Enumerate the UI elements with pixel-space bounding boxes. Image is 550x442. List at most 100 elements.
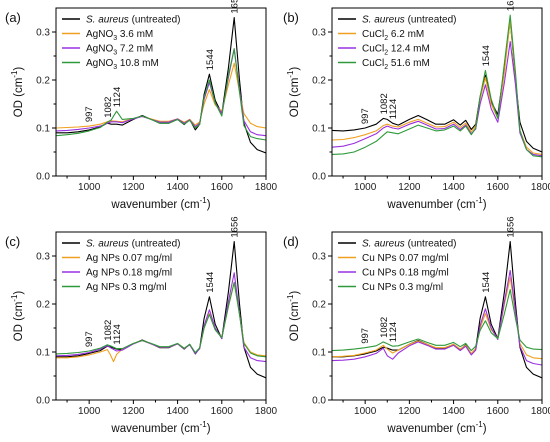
- plot-frame: [331, 231, 543, 401]
- x-axis-label: wavenumber (cm-1): [386, 420, 486, 435]
- legend-label: Cu NPs 0.3 mg/ml: [362, 282, 443, 293]
- peak-label: 997: [360, 108, 371, 124]
- x-tick-label: 1000: [354, 406, 377, 417]
- y-tick-label: 0.2: [312, 300, 326, 311]
- y-tick-label: 0.0: [312, 172, 326, 183]
- series-line-2: [332, 269, 542, 366]
- peak-label: 1124: [112, 87, 123, 107]
- legend-label: AgNO3 7.2 mM: [86, 44, 153, 57]
- x-axis-label: wavenumber (cm-1): [110, 196, 210, 211]
- legend: S. aureus (untreated) Cu NPs 0.07 mg/ml Cu…: [338, 239, 457, 293]
- y-axis-label: OD (cm-1): [286, 67, 301, 118]
- panel-label: (a): [5, 10, 21, 25]
- y-tick-label: 0.2: [312, 76, 326, 87]
- peak-label: 1082: [103, 97, 114, 118]
- x-tick-label: 1600: [487, 182, 510, 193]
- peak-label: 1656: [230, 0, 241, 14]
- legend-label: AgNO3 10.8 mM: [86, 58, 159, 71]
- x-tick-label: 1000: [354, 182, 377, 193]
- y-tick-label: 0.2: [36, 76, 50, 87]
- peak-label: 1544: [205, 49, 216, 70]
- x-tick-label: 1000: [78, 406, 101, 417]
- legend: S. aureus (untreated) Ag NPs 0.07 mg/ml Ag…: [62, 239, 181, 293]
- y-axis-label: OD (cm-1): [286, 291, 301, 342]
- panel-b: 1000 1200 1400 1600 1800 0.0 0.1 0.2 0.3 wavenumb…: [283, 0, 550, 211]
- series-line-3: [56, 48, 266, 141]
- panel-c: 1000 1200 1400 1600 1800 0.0 0.1 0.2 0.3 wavenumb…: [5, 216, 278, 435]
- peak-label: 1656: [506, 216, 517, 237]
- plot-frame: [55, 7, 267, 177]
- x-tick-label: 1200: [122, 182, 145, 193]
- x-tick-label: 1800: [531, 406, 550, 417]
- y-tick-label: 0.3: [312, 28, 326, 39]
- x-tick-label: 1800: [255, 406, 278, 417]
- y-tick-label: 0.1: [312, 124, 326, 135]
- y-tick-label: 0.3: [36, 28, 50, 39]
- y-tick-label: 0.0: [312, 396, 326, 407]
- peak-label: 1124: [388, 99, 399, 119]
- panel-a: 1000 1200 1400 1600 1800 0.0 0.1 0.2 0.3 wavenumb…: [5, 0, 278, 211]
- x-tick-label: 1600: [487, 406, 510, 417]
- series-line-1: [56, 281, 266, 363]
- peak-label: 1544: [481, 272, 492, 293]
- y-tick-label: 0.1: [36, 124, 50, 135]
- x-tick-label: 1200: [398, 182, 421, 193]
- x-tick-label: 1200: [122, 406, 145, 417]
- peak-label: 1082: [379, 93, 390, 114]
- y-tick-label: 0.0: [36, 172, 50, 183]
- legend-label: Cu NPs 0.18 mg/ml: [362, 268, 449, 279]
- legend-label: CuCl2 51.6 mM: [362, 58, 430, 71]
- legend-label: S. aureus (untreated): [86, 239, 181, 250]
- x-tick-label: 1200: [398, 406, 421, 417]
- legend: S. aureus (untreated) AgNO3 3.6 mM AgNO3 7…: [62, 15, 181, 71]
- legend-label: S. aureus (untreated): [86, 15, 181, 26]
- peak-label: 997: [84, 331, 95, 347]
- x-axis-label: wavenumber (cm-1): [110, 420, 210, 435]
- series-line-1: [332, 19, 542, 155]
- y-tick-label: 0.1: [36, 348, 50, 359]
- plot-frame: [55, 231, 267, 401]
- legend-label: S. aureus (untreated): [362, 239, 457, 250]
- x-tick-label: 1400: [166, 182, 189, 193]
- panel-label: (c): [5, 234, 20, 249]
- x-axis-label: wavenumber (cm-1): [386, 196, 486, 211]
- legend-label: Cu NPs 0.07 mg/ml: [362, 253, 449, 264]
- x-tick-label: 1600: [211, 182, 234, 193]
- legend-label: Ag NPs 0.18 mg/ml: [86, 268, 172, 279]
- legend-label: S. aureus (untreated): [362, 15, 457, 26]
- peak-label: 1656: [230, 216, 241, 237]
- peak-label: 997: [84, 106, 95, 122]
- series-line-3: [56, 281, 266, 358]
- x-tick-label: 1400: [442, 182, 465, 193]
- series-line-3: [332, 289, 542, 352]
- x-tick-label: 1400: [166, 406, 189, 417]
- panel-d: 1000 1200 1400 1600 1800 0.0 0.1 0.2 0.3 wavenumb…: [283, 216, 550, 435]
- series-line-2: [332, 41, 542, 157]
- peak-label: 1544: [481, 45, 492, 66]
- series-line-3: [332, 14, 542, 158]
- y-tick-label: 0.3: [312, 252, 326, 263]
- x-tick-label: 1800: [255, 182, 278, 193]
- peak-label: 1082: [379, 317, 390, 338]
- peak-label: 997: [360, 328, 371, 344]
- x-tick-label: 1600: [211, 406, 234, 417]
- legend-label: Ag NPs 0.3 mg/ml: [86, 282, 167, 293]
- legend-label: CuCl2 12.4 mM: [362, 44, 430, 57]
- panel-label: (b): [283, 10, 299, 25]
- legend-label: Ag NPs 0.07 mg/ml: [86, 253, 172, 264]
- y-axis-label: OD (cm-1): [10, 291, 25, 342]
- legend-label: AgNO3 3.6 mM: [86, 29, 153, 42]
- legend: S. aureus (untreated) CuCl2 6.2 mM CuCl2 1…: [338, 15, 457, 71]
- peak-label: 1124: [388, 322, 399, 342]
- peak-label: 1124: [112, 324, 123, 344]
- y-tick-label: 0.1: [312, 348, 326, 359]
- y-axis-label: OD (cm-1): [10, 67, 25, 118]
- peak-label: 1082: [103, 320, 114, 341]
- y-tick-label: 0.3: [36, 252, 50, 263]
- series-line-1: [332, 277, 542, 360]
- legend-label: CuCl2 6.2 mM: [362, 29, 424, 42]
- y-tick-label: 0.0: [36, 396, 50, 407]
- plot-frame: [331, 7, 543, 177]
- panel-label: (d): [283, 234, 299, 249]
